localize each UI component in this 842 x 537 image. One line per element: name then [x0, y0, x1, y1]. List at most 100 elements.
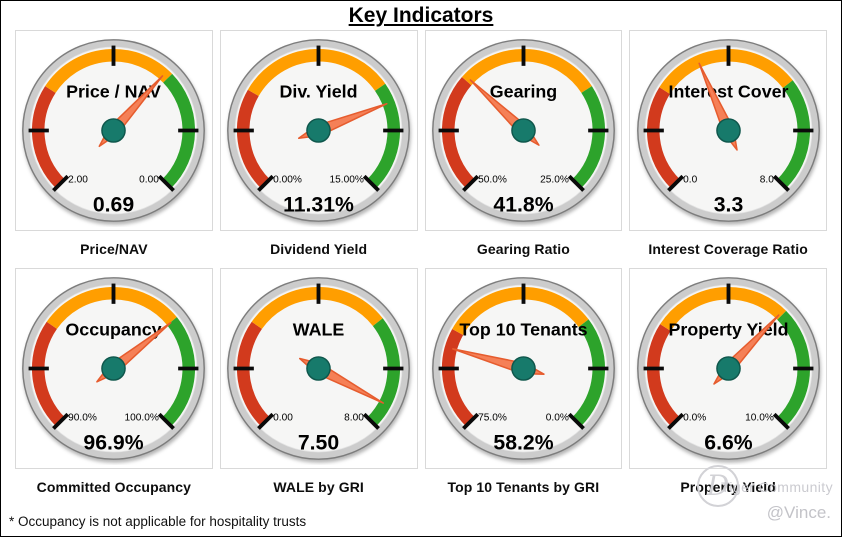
gauge-dial: WALE 0.00 8.00 7.50: [227, 277, 411, 460]
gauge-band-green: [367, 318, 401, 427]
gauge-value: 58.2%: [493, 432, 553, 455]
gauge-hub: [101, 118, 127, 143]
gauge-hub: [511, 118, 536, 143]
gauge-tick: [362, 174, 381, 192]
gauge-caption: Interest Coverage Ratio: [648, 241, 808, 257]
gauge-visual[interactable]: Div. Yield 0.00% 15.00% 11.31%: [219, 30, 418, 231]
gauge-cell: Property Yield 0.0% 10.0% 6.6% Property Yiel…: [629, 268, 827, 506]
gauge-title: Div. Yield: [280, 82, 358, 102]
gauge-scale-min-label: 0.0: [683, 175, 697, 186]
gauge-band-red: [237, 89, 270, 189]
gauge-cell: WALE 0.00 8.00 7.50 WALE by GRI: [219, 268, 418, 506]
gauge-cell: Price / NAV 2.00 0.00 0.69 Price/NAV: [15, 30, 213, 268]
gauge-band-red: [32, 86, 66, 189]
gauge-tick: [567, 412, 585, 430]
gauge-band-orange: [45, 49, 173, 94]
gauge-tick: [362, 412, 381, 430]
gauge-value: 11.31%: [283, 194, 354, 217]
gauge-band-orange: [47, 287, 178, 330]
gauge-band-green: [572, 86, 605, 189]
gauge-value: 6.6%: [704, 432, 752, 455]
gauge-visual[interactable]: Top 10 Tenants 75.0% 0.0% 58.2%: [424, 268, 623, 469]
gauge-cell: Div. Yield 0.00% 15.00% 11.31% Dividend Yiel…: [219, 30, 418, 268]
gauge-title: Interest Cover: [668, 82, 788, 102]
gauge-dial: Interest Cover 0.0 8.0 3.3: [636, 39, 820, 222]
gauge-tick: [461, 174, 480, 192]
gauge-scale-max-label: 25.0%: [540, 175, 569, 186]
gauge-visual[interactable]: Occupancy 90.0% 100.0% 96.9%: [15, 268, 213, 469]
gauge-band-orange: [659, 287, 786, 332]
gauge-title: Price / NAV: [66, 82, 161, 102]
gauge-visual[interactable]: Price / NAV 2.00 0.00 0.69: [15, 30, 213, 231]
gauge-hub: [715, 118, 741, 143]
gauge-value: 41.8%: [493, 194, 553, 217]
gauge-hub: [306, 356, 331, 381]
gauge-band-orange: [251, 286, 383, 330]
gauge-scale-max-label: 10.0%: [745, 413, 774, 424]
gauge-caption: Price/NAV: [80, 241, 148, 257]
gauge-hub: [306, 118, 331, 143]
gauge-title: Top 10 Tenants: [459, 320, 587, 340]
gauge-tick: [257, 174, 275, 192]
gauge-band-orange: [658, 49, 793, 95]
gauge-dial: Gearing 50.0% 25.0% 41.8%: [431, 39, 615, 222]
gauge-scale-min-label: 0.00: [273, 413, 293, 424]
gauge-caption: Property Yield: [680, 479, 776, 495]
gauge-scale-min-label: 0.0%: [683, 413, 706, 424]
gauge-scale-min-label: 2.00: [69, 175, 89, 186]
gauge-tick: [666, 412, 684, 430]
gauge-band-green: [572, 319, 605, 427]
gauge-value: 7.50: [298, 432, 339, 455]
watermark-handle: @Vince.: [766, 503, 831, 522]
gauge-scale-max-label: 8.0: [759, 175, 773, 186]
gauge-caption: Gearing Ratio: [476, 241, 570, 257]
gauge-band-orange: [452, 286, 589, 336]
gauge-band-orange: [461, 48, 592, 94]
gauge-visual[interactable]: WALE 0.00 8.00 7.50: [219, 268, 418, 469]
gauge-visual[interactable]: Property Yield 0.0% 10.0% 6.6%: [629, 268, 827, 469]
gauge-tick: [772, 412, 790, 430]
gauge-value: 3.3: [713, 194, 743, 217]
gauge-caption: Top 10 Tenants by GRI: [447, 479, 600, 495]
gauge-band-green: [367, 83, 401, 189]
gauge-title: Gearing: [490, 82, 557, 102]
gauge-scale-max-label: 8.00: [344, 413, 364, 424]
gauge-band-green: [162, 317, 196, 427]
gauge-band-red: [441, 77, 475, 189]
gauge-caption: Dividend Yield: [270, 241, 368, 257]
gauge-hub: [715, 356, 741, 381]
gauge-dial: Price / NAV 2.00 0.00 0.69: [22, 39, 206, 222]
gauge-cell: Occupancy 90.0% 100.0% 96.9% Committed Occup…: [15, 268, 213, 506]
gauge-tick: [158, 412, 176, 430]
footnote: * Occupancy is not applicable for hospit…: [9, 514, 307, 529]
gauge-caption: WALE by GRI: [273, 479, 364, 495]
gauge-scale-max-label: 100.0%: [125, 413, 159, 424]
gauge-band-red: [237, 321, 270, 427]
gauge-band-red: [441, 328, 475, 427]
gauge-tick: [52, 174, 70, 192]
gauge-band-orange: [248, 48, 386, 97]
gauge-band-green: [776, 80, 810, 189]
gauge-tick: [666, 174, 684, 192]
gauge-scale-min-label: 0.00%: [273, 175, 302, 186]
gauge-hub: [101, 356, 127, 381]
gauge-scale-max-label: 0.0%: [546, 413, 569, 424]
gauge-tick: [52, 412, 70, 430]
gauge-value: 96.9%: [84, 432, 144, 455]
gauge-scale-max-label: 0.00: [140, 175, 160, 186]
gauge-band-red: [646, 87, 680, 189]
gauge-scale-min-label: 75.0%: [478, 413, 507, 424]
gauge-visual[interactable]: Gearing 50.0% 25.0% 41.8%: [424, 30, 623, 231]
gauge-dial: Div. Yield 0.00% 15.00% 11.31%: [227, 39, 411, 222]
gauge-tick: [772, 174, 790, 192]
gauge-cell: Interest Cover 0.0 8.0 3.3 Interest Coverage…: [629, 30, 827, 268]
gauge-visual[interactable]: Interest Cover 0.0 8.0 3.3: [629, 30, 827, 231]
gauge-tick: [257, 412, 275, 430]
gauge-hub: [511, 356, 536, 381]
gauge-scale-min-label: 50.0%: [478, 175, 507, 186]
page-title: Key Indicators: [348, 4, 494, 27]
gauge-scale-max-label: 15.00%: [330, 175, 364, 186]
gauge-title: WALE: [293, 320, 345, 340]
